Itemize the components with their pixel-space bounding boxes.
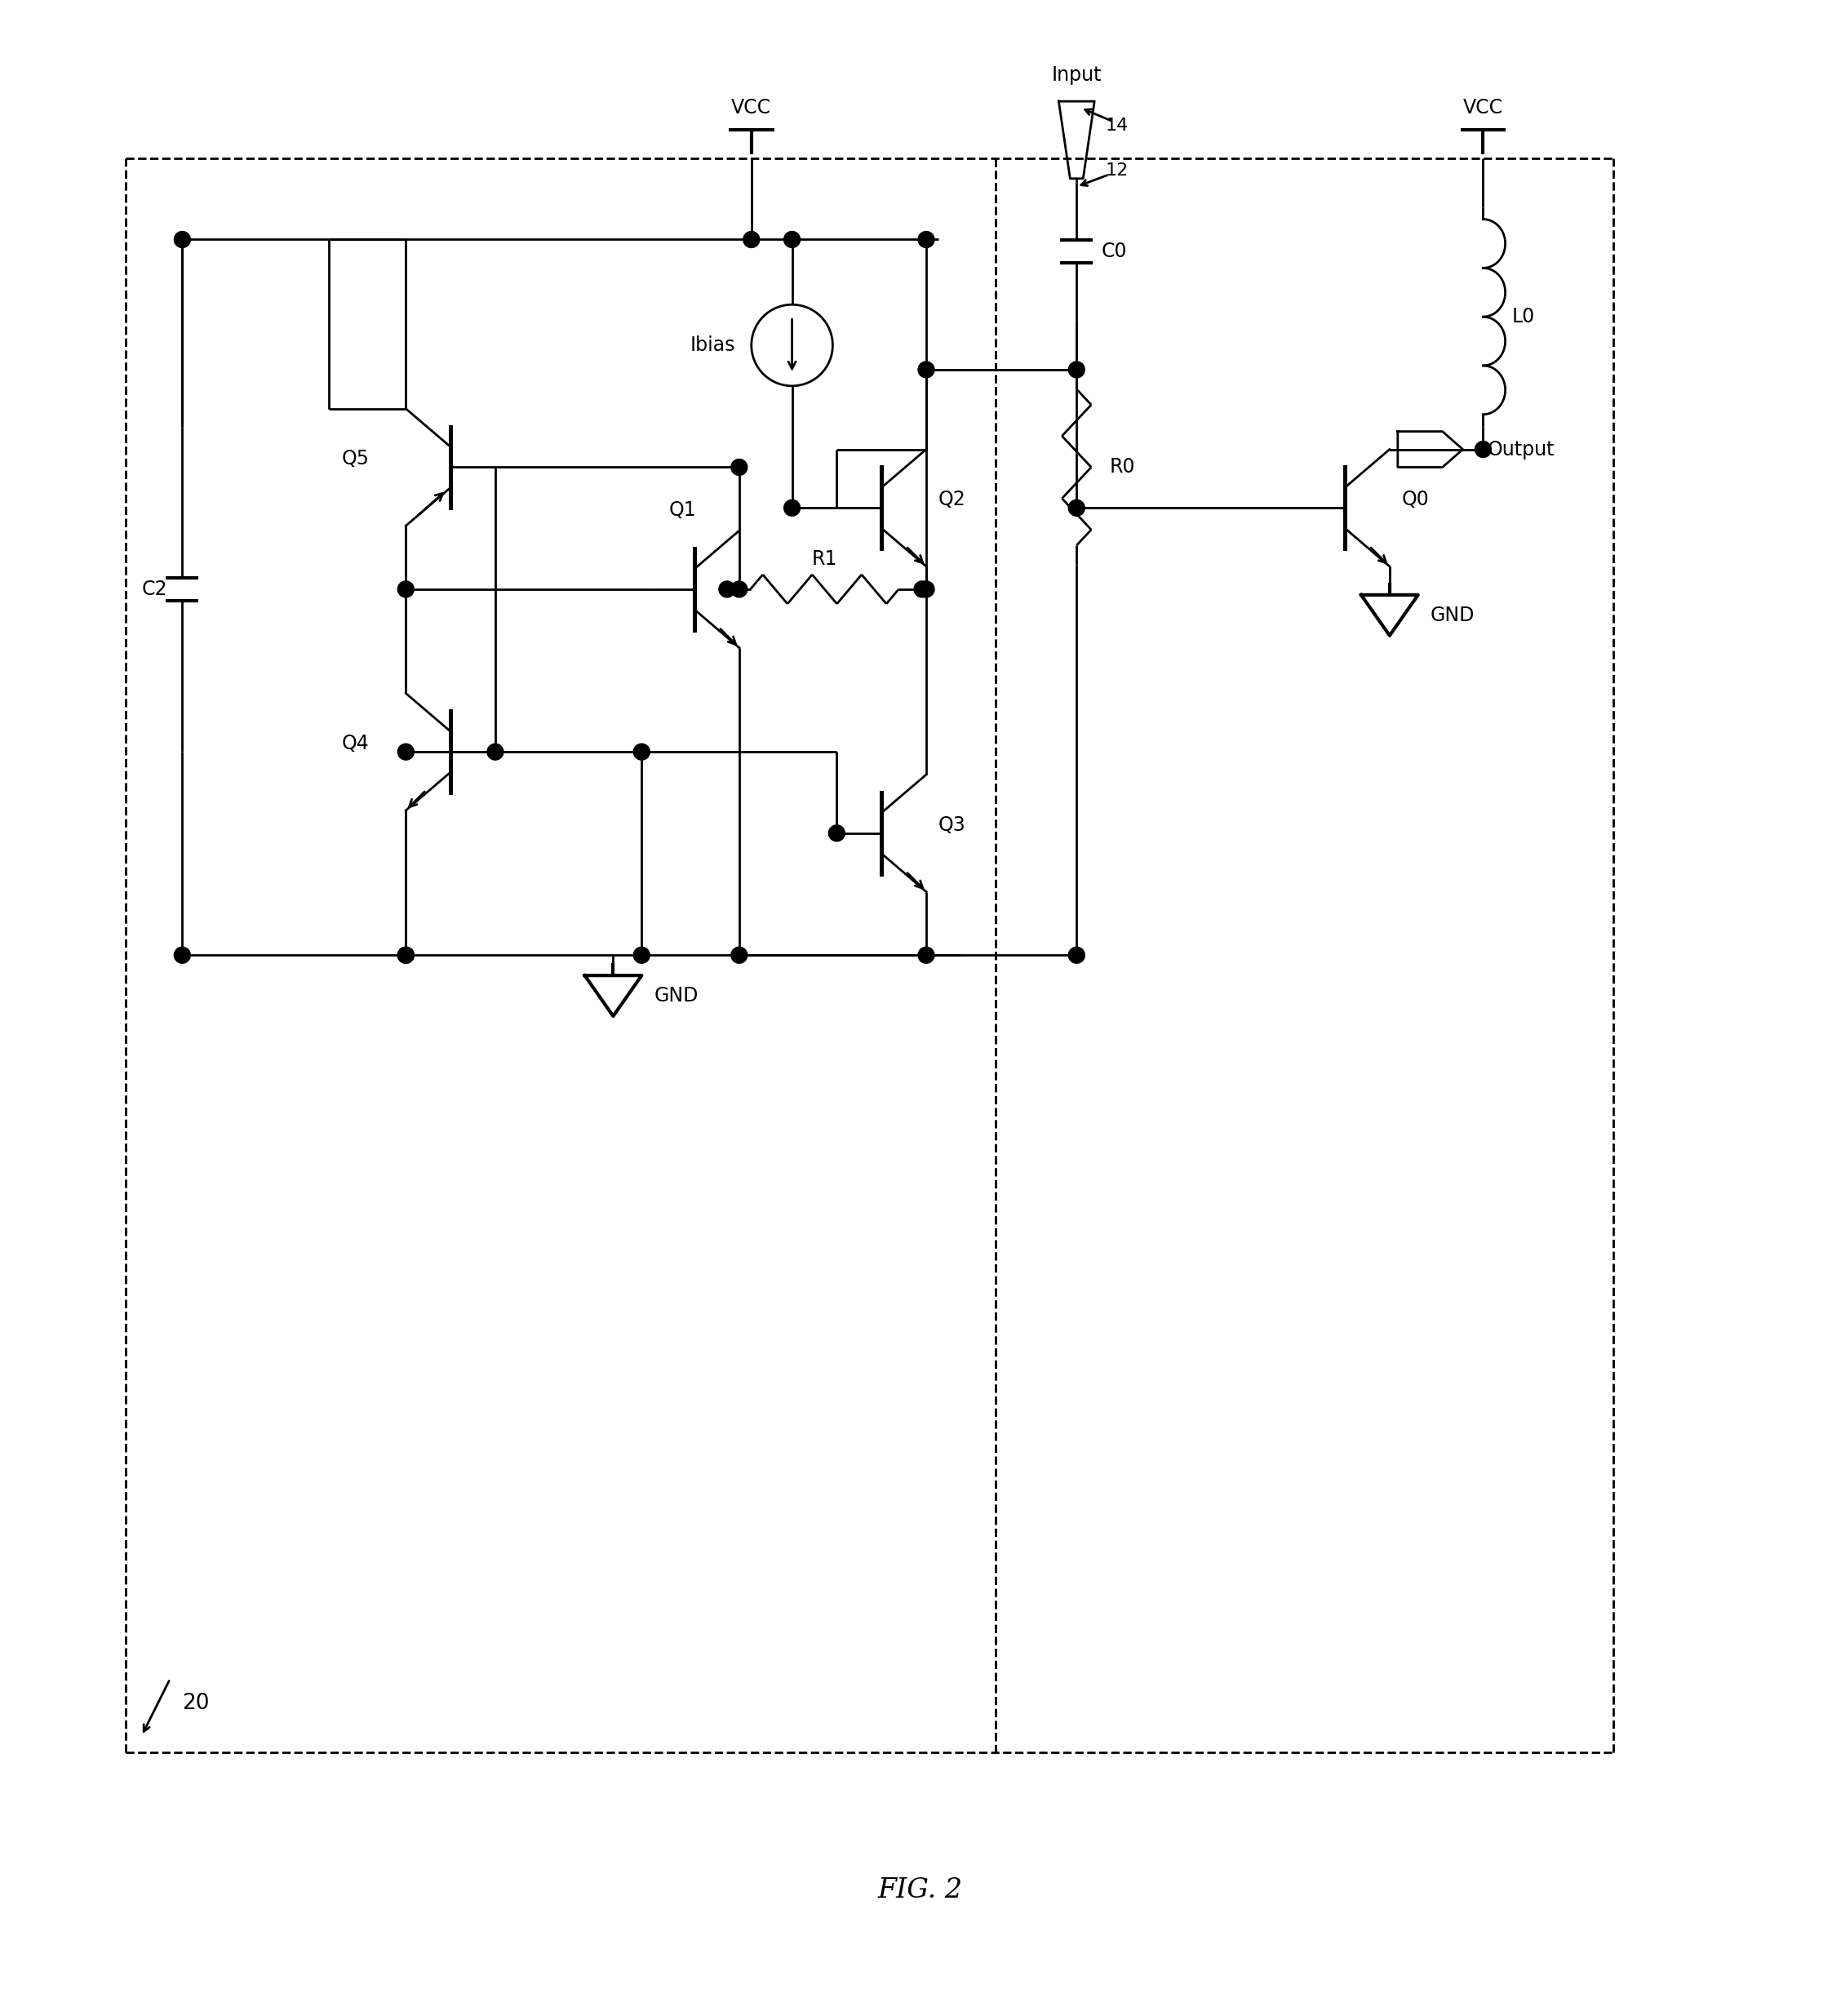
Circle shape (398, 948, 414, 964)
Circle shape (398, 581, 414, 597)
Text: Output: Output (1488, 439, 1554, 460)
Circle shape (398, 948, 414, 964)
Text: Q3: Q3 (939, 814, 967, 835)
Circle shape (1068, 361, 1084, 377)
Circle shape (1068, 500, 1084, 516)
Text: FIG. 2: FIG. 2 (878, 1877, 963, 1903)
Circle shape (744, 232, 760, 248)
Circle shape (175, 948, 190, 964)
Text: Q4: Q4 (342, 734, 370, 754)
Text: Q2: Q2 (939, 490, 967, 510)
Circle shape (784, 500, 801, 516)
Text: C2: C2 (142, 579, 168, 599)
Text: 14: 14 (1105, 117, 1129, 133)
Circle shape (919, 581, 935, 597)
Text: Q5: Q5 (342, 450, 370, 470)
Circle shape (913, 581, 930, 597)
Text: 20: 20 (182, 1693, 210, 1714)
Circle shape (919, 232, 935, 248)
Circle shape (398, 744, 414, 760)
Circle shape (633, 744, 650, 760)
Circle shape (718, 581, 735, 597)
Circle shape (1068, 948, 1084, 964)
Circle shape (175, 232, 190, 248)
Text: Q0: Q0 (1401, 490, 1429, 510)
Text: Input: Input (1051, 65, 1101, 85)
Text: GND: GND (1430, 605, 1475, 625)
Text: L0: L0 (1511, 306, 1535, 327)
Circle shape (633, 948, 650, 964)
Circle shape (731, 948, 747, 964)
Text: 12: 12 (1105, 161, 1129, 179)
Text: R0: R0 (1108, 458, 1134, 478)
Circle shape (488, 744, 503, 760)
Text: R1: R1 (812, 548, 838, 569)
Text: GND: GND (654, 986, 698, 1006)
Circle shape (731, 460, 747, 476)
Circle shape (828, 825, 845, 841)
Text: C0: C0 (1101, 242, 1127, 262)
Circle shape (1475, 442, 1491, 458)
Text: Ibias: Ibias (690, 335, 735, 355)
Circle shape (919, 948, 935, 964)
Circle shape (919, 361, 935, 377)
Circle shape (784, 232, 801, 248)
Text: VCC: VCC (731, 99, 771, 117)
Circle shape (731, 581, 747, 597)
Text: VCC: VCC (1464, 99, 1502, 117)
Text: Q1: Q1 (668, 500, 696, 520)
